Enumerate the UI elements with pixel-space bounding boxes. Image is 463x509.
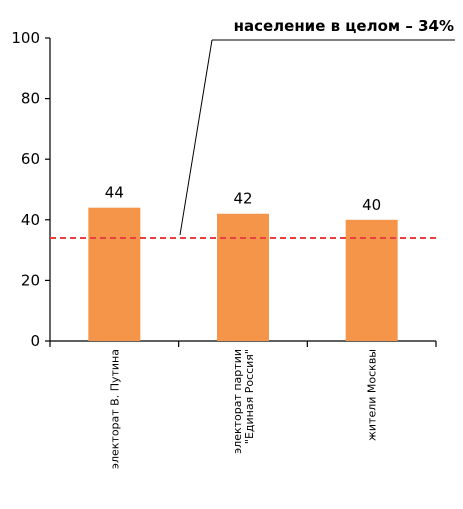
category-label-text: электорат В. Путина xyxy=(108,349,121,469)
category-label-line: электорат В. Путина xyxy=(108,349,121,469)
category-label-text: жители Москвы xyxy=(366,349,379,441)
category-label: жители Москвы xyxy=(366,349,379,441)
y-tick-label: 20 xyxy=(21,271,40,289)
callout-leader xyxy=(179,39,213,236)
reference-line-label: население в целом – 34% xyxy=(234,17,454,35)
category-label-text: электорат партии"Единая Россия" xyxy=(231,349,256,454)
bar-value-label: 40 xyxy=(362,196,381,214)
category-label: электорат партии"Единая Россия" xyxy=(231,349,256,454)
bar xyxy=(217,213,269,341)
category-label-line: "Единая Россия" xyxy=(243,349,256,444)
category-label-line: электорат партии xyxy=(231,349,244,454)
y-tick-label: 0 xyxy=(30,332,40,350)
bar-value-label: 44 xyxy=(105,184,124,202)
category-label: электорат В. Путина xyxy=(108,349,121,469)
bar xyxy=(345,219,398,341)
y-tick-label: 60 xyxy=(21,150,40,168)
reference-line-group xyxy=(50,39,455,239)
bar xyxy=(88,207,141,341)
y-tick-label: 40 xyxy=(21,211,40,229)
y-tick-label: 100 xyxy=(11,29,40,47)
labels: 0 20 40 60 80 100 44 электорат В. Путина 42 элект… xyxy=(11,17,454,469)
y-tick-label: 80 xyxy=(21,90,40,108)
bar-value-label: 42 xyxy=(233,190,252,208)
bars xyxy=(88,207,398,341)
category-label-line: жители Москвы xyxy=(366,349,379,441)
